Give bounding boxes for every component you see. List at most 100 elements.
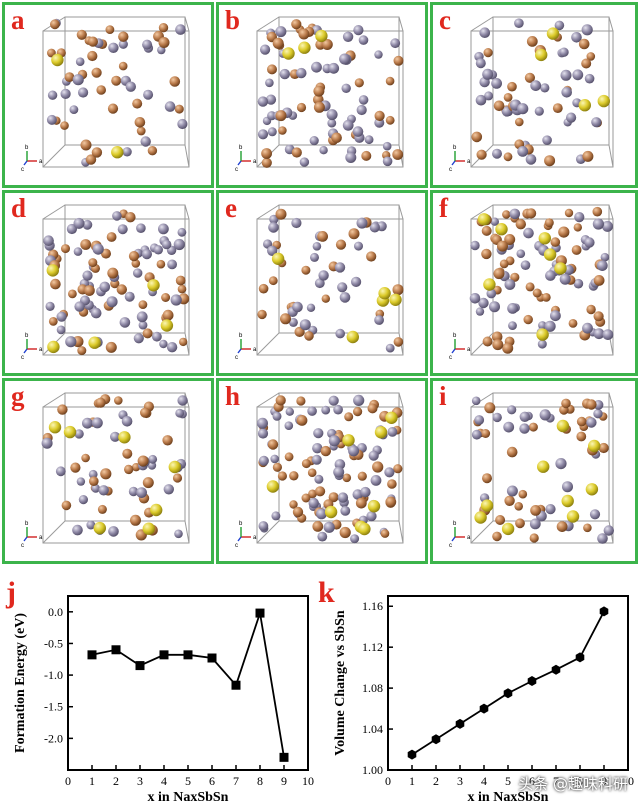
na-atom <box>477 213 491 226</box>
na-atom <box>48 421 62 434</box>
sb-atom <box>368 450 379 461</box>
sn-atom <box>482 473 492 484</box>
sb-atom <box>540 83 550 93</box>
sn-atom <box>179 337 188 347</box>
axis-b-label: b <box>239 145 243 151</box>
sb-atom <box>339 292 351 303</box>
sn-atom <box>291 19 302 30</box>
sn-atom <box>385 76 395 86</box>
data-point <box>87 650 97 660</box>
sb-atom <box>166 342 178 353</box>
panel-letter-i: i <box>439 381 447 411</box>
sb-atom <box>366 511 377 522</box>
sb-atom <box>519 411 530 422</box>
sn-atom <box>136 126 146 136</box>
axis-a-label: a <box>39 347 43 353</box>
sb-atom <box>342 31 354 42</box>
sb-atom <box>128 486 139 497</box>
sn-atom <box>576 416 587 427</box>
sn-atom <box>296 102 307 113</box>
sb-atom <box>353 394 365 406</box>
sn-atom <box>50 19 60 30</box>
sn-atom <box>497 240 508 252</box>
sn-atom <box>91 67 102 78</box>
sb-atom <box>571 32 582 43</box>
sn-atom <box>142 328 153 339</box>
x-tick-label: 3 <box>457 774 463 788</box>
sb-atom <box>269 214 279 224</box>
sb-atom <box>545 270 556 281</box>
sn-atom <box>331 132 342 144</box>
sn-atom <box>84 285 95 296</box>
sn-atom <box>289 500 298 509</box>
sn-atom <box>393 55 404 66</box>
sb-atom <box>140 136 151 147</box>
axis-b-label: b <box>25 333 29 339</box>
sb-atom <box>507 405 517 415</box>
sb-atom <box>353 25 364 36</box>
sn-atom <box>80 139 92 151</box>
sb-atom <box>538 321 547 330</box>
sb-atom <box>319 146 328 155</box>
sb-atom <box>257 129 269 140</box>
sn-atom <box>515 117 524 127</box>
sn-atom <box>502 210 511 219</box>
sn-atom <box>161 293 171 302</box>
sb-atom <box>65 336 77 348</box>
sb-atom <box>517 103 529 115</box>
data-point <box>407 749 417 760</box>
sn-atom <box>122 448 133 459</box>
sb-atom <box>316 508 327 520</box>
sn-atom <box>174 104 184 114</box>
sn-atom <box>272 37 284 49</box>
sb-atom <box>545 504 556 515</box>
axis-triad: a b c <box>235 145 257 173</box>
sn-atom <box>158 37 170 48</box>
sb-atom <box>78 87 89 98</box>
sn-atom <box>510 272 520 282</box>
crystal-structure-d: a b c <box>21 204 190 361</box>
axis-b-label: b <box>25 521 29 527</box>
sb-atom <box>561 87 572 98</box>
sn-atom <box>576 431 587 442</box>
sb-atom <box>170 294 182 306</box>
sb-atom <box>559 47 569 57</box>
sb-atom <box>292 301 303 313</box>
sb-atom <box>285 407 294 416</box>
sn-atom <box>564 208 574 218</box>
structure-panel-a: a b c a <box>2 2 214 188</box>
sn-atom <box>304 331 314 341</box>
sb-atom <box>73 247 83 256</box>
sb-atom <box>307 406 317 416</box>
sn-atom <box>476 149 487 160</box>
sb-atom <box>110 431 121 442</box>
sb-atom <box>279 68 290 80</box>
sb-atom <box>339 53 351 65</box>
sn-atom <box>558 226 570 238</box>
sb-atom <box>369 222 380 233</box>
na-atom <box>346 330 359 344</box>
sb-atom <box>356 104 367 116</box>
sn-atom <box>392 284 404 296</box>
y-tick-label: 1.04 <box>362 722 383 736</box>
sb-atom <box>296 67 307 79</box>
sn-atom <box>64 72 75 82</box>
sb-atom <box>152 331 162 342</box>
data-point <box>479 703 489 714</box>
na-atom <box>282 47 295 60</box>
sn-atom <box>541 293 551 302</box>
sb-atom <box>133 268 143 278</box>
sb-atom <box>374 50 383 59</box>
sb-atom <box>554 20 565 31</box>
structure-panel-f: a b c f <box>430 190 638 376</box>
sn-atom <box>353 407 363 417</box>
sn-atom <box>125 212 136 223</box>
sn-atom <box>87 36 98 47</box>
sn-atom <box>147 146 158 156</box>
x-axis-label: x in NaxSbSn <box>148 790 229 802</box>
sn-atom <box>380 529 390 538</box>
sb-atom <box>318 270 329 281</box>
sn-atom <box>518 489 528 499</box>
sb-atom <box>55 466 66 477</box>
na-atom <box>480 499 494 512</box>
